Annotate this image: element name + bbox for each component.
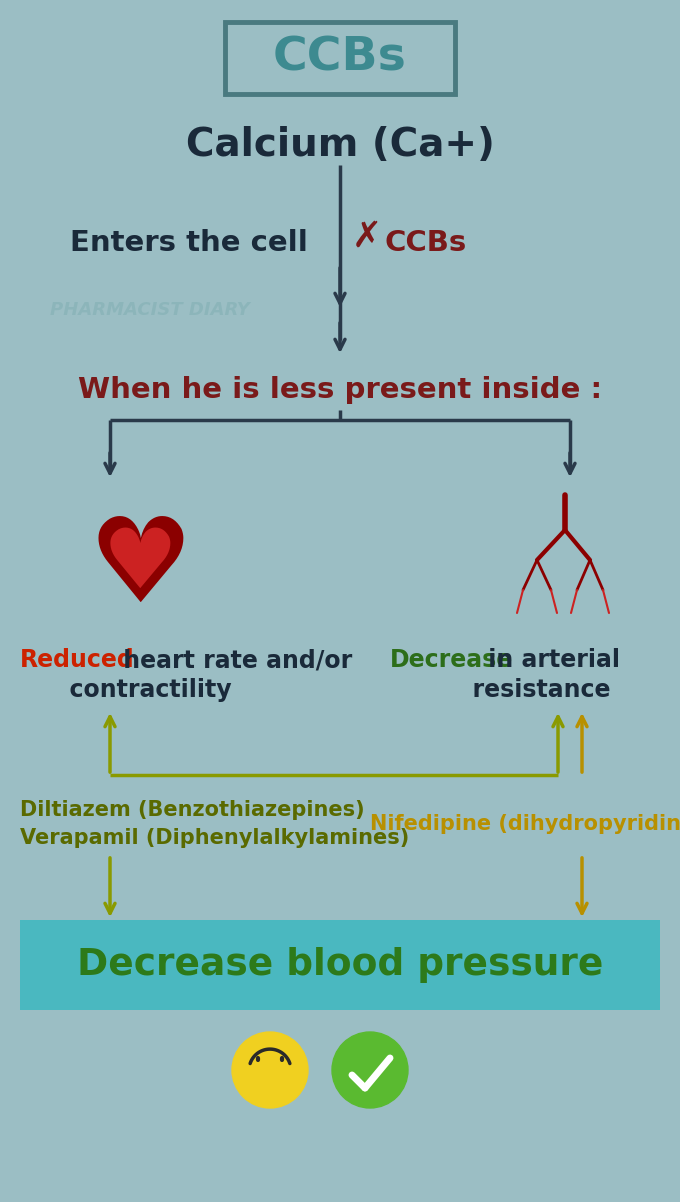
Text: ✗: ✗	[352, 220, 382, 254]
FancyBboxPatch shape	[225, 22, 455, 94]
Circle shape	[332, 1033, 408, 1108]
Text: in arterial: in arterial	[480, 648, 620, 672]
Text: CCBs: CCBs	[385, 230, 467, 257]
Text: PHARMACIST DIARY: PHARMACIST DIARY	[50, 300, 250, 319]
Text: Decrease blood pressure: Decrease blood pressure	[77, 947, 603, 983]
Text: contractility: contractility	[20, 678, 232, 702]
Text: Nifedipine (dihydropyridines): Nifedipine (dihydropyridines)	[370, 814, 680, 834]
Text: Decrease: Decrease	[390, 648, 513, 672]
Text: Diltiazem (Benzothiazepines): Diltiazem (Benzothiazepines)	[20, 801, 364, 820]
Text: Enters the cell: Enters the cell	[70, 230, 308, 257]
Circle shape	[232, 1033, 308, 1108]
Text: ♥: ♥	[87, 512, 193, 627]
Text: When he is less present inside :: When he is less present inside :	[78, 376, 602, 404]
Text: Calcium (Ca+): Calcium (Ca+)	[186, 126, 494, 163]
Text: ♥: ♥	[103, 524, 177, 606]
Text: resistance: resistance	[390, 678, 611, 702]
Text: Reduced: Reduced	[20, 648, 135, 672]
Text: CCBs: CCBs	[273, 36, 407, 81]
Text: Verapamil (Diphenylalkylamines): Verapamil (Diphenylalkylamines)	[20, 828, 409, 847]
FancyBboxPatch shape	[20, 920, 660, 1010]
Text: heart rate and/or: heart rate and/or	[115, 648, 352, 672]
